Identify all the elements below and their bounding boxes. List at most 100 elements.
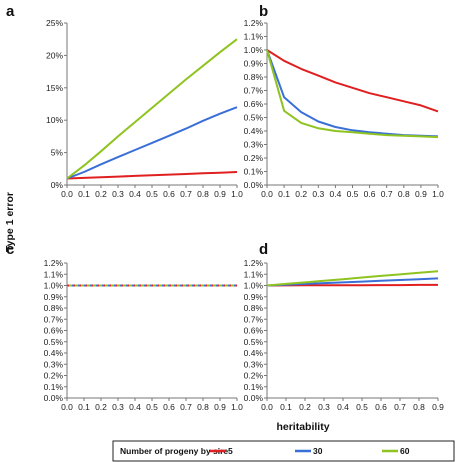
- x-tick-label: 0.2: [95, 402, 107, 412]
- x-tick-label: 0.4: [329, 189, 341, 199]
- x-tick-label: 0.5: [146, 189, 158, 199]
- legend-label-1: 5: [228, 446, 233, 456]
- y-tick-label: 0.0%: [44, 393, 64, 403]
- panel-c: c0.0%0.1%0.2%0.3%0.4%0.5%0.6%0.7%0.8%0.9…: [6, 241, 243, 412]
- x-tick-label: 0.9: [415, 189, 427, 199]
- x-tick-label: 0.3: [318, 402, 330, 412]
- y-tick-label: 0.1%: [244, 382, 264, 392]
- y-tick-label: 1.1%: [244, 269, 264, 279]
- series-line-1: [266, 49, 439, 113]
- y-tick-label: 10%: [46, 115, 63, 125]
- x-tick-label: 1.0: [432, 189, 444, 199]
- y-tick-label: 1.0%: [244, 281, 264, 291]
- x-tick-label: 0.2: [295, 189, 307, 199]
- y-tick-label: 0.6%: [244, 326, 264, 336]
- x-tick-label: 0.0: [261, 189, 273, 199]
- panel-letter: b: [259, 3, 268, 20]
- x-tick-label: 0.4: [337, 402, 349, 412]
- y-tick-label: 0.0%: [244, 180, 264, 190]
- y-tick-label: 0.4%: [244, 126, 264, 136]
- x-tick-label: 0.6: [163, 189, 175, 199]
- x-tick-label: 0.0: [61, 402, 73, 412]
- y-tick-label: 1.2%: [244, 258, 264, 268]
- x-tick-label: 1.0: [231, 402, 243, 412]
- x-tick-label: 0.2: [95, 189, 107, 199]
- x-tick-label: 0.6: [163, 402, 175, 412]
- x-tick-label: 0.5: [146, 402, 158, 412]
- x-tick-label: 0.0: [261, 402, 273, 412]
- y-tick-label: 0.1%: [44, 382, 64, 392]
- legend-label-2: 30: [313, 446, 323, 456]
- y-tick-label: 25%: [46, 18, 63, 28]
- x-tick-label: 0.4: [129, 189, 141, 199]
- x-tick-label: 0.1: [78, 189, 90, 199]
- legend-box: [112, 440, 455, 462]
- y-tick-label: 5%: [51, 148, 64, 158]
- legend-label-3: 60: [400, 446, 410, 456]
- x-tick-label: 0.1: [78, 402, 90, 412]
- x-tick-label: 1.0: [231, 189, 243, 199]
- y-tick-label: 1.2%: [244, 18, 264, 28]
- series-line-2: [266, 277, 439, 287]
- y-tick-label: 0.7%: [244, 314, 264, 324]
- y-tick-label: 0.2%: [244, 371, 264, 381]
- y-tick-label: 0.5%: [244, 337, 264, 347]
- x-tick-label: 0.3: [312, 189, 324, 199]
- y-tick-label: 20%: [46, 50, 63, 60]
- x-tick-label: 0.7: [180, 402, 192, 412]
- x-axis-title: heritability: [276, 421, 329, 433]
- panel-letter: d: [259, 241, 268, 258]
- y-tick-label: 0.8%: [244, 303, 264, 313]
- x-tick-label: 0.5: [347, 189, 359, 199]
- y-tick-label: 0.7%: [44, 314, 64, 324]
- x-tick-label: 0.7: [180, 189, 192, 199]
- y-tick-label: 0.9%: [244, 59, 264, 69]
- legend-title: Number of progeny by sire: [120, 446, 228, 456]
- y-tick-label: 0.4%: [44, 348, 64, 358]
- y-tick-label: 0.2%: [44, 371, 64, 381]
- x-tick-label: 0.9: [432, 402, 444, 412]
- y-tick-label: 0.5%: [44, 337, 64, 347]
- panel-a: a 0% 5% 10% 15% 20% 25% 0.0 0.1 0.2 0.3 0.4 0.5 0.6 0.…: [6, 3, 243, 199]
- y-tick-label: 0.9%: [44, 292, 64, 302]
- series-line-2: [266, 49, 439, 138]
- y-tick-label: 0.6%: [244, 99, 264, 109]
- y-tick-label: 1.1%: [244, 32, 264, 42]
- x-tick-label: 0.4: [129, 402, 141, 412]
- panel-letter: a: [6, 3, 15, 20]
- y-tick-label: 0%: [51, 180, 64, 190]
- y-axis-title: Type 1 error: [4, 192, 16, 252]
- x-tick-label: 0.6: [375, 402, 387, 412]
- series-line-3: [266, 270, 439, 287]
- y-tick-label: 0.9%: [244, 292, 264, 302]
- y-tick-label: 0.1%: [244, 167, 264, 177]
- y-tick-label: 0.3%: [44, 359, 64, 369]
- y-tick-label: 1.0%: [244, 45, 264, 55]
- x-tick-label: 0.3: [112, 189, 124, 199]
- x-tick-label: 0.5: [356, 402, 368, 412]
- y-tick-label: 0.6%: [44, 326, 64, 336]
- legend: Number of progeny by sire 5 30 60: [112, 440, 455, 462]
- y-tick-label: 1.2%: [44, 258, 64, 268]
- series-line-3: [266, 49, 439, 139]
- y-tick-label: 0.3%: [244, 359, 264, 369]
- y-tick-label: 0.3%: [244, 140, 264, 150]
- y-tick-label: 15%: [46, 83, 63, 93]
- x-tick-label: 0.9: [214, 189, 226, 199]
- y-tick-label: 0.8%: [44, 303, 64, 313]
- y-tick-label: 0.0%: [244, 393, 264, 403]
- y-tick-label: 1.1%: [44, 269, 64, 279]
- y-tick-label: 0.5%: [244, 113, 264, 123]
- x-tick-label: 0.8: [413, 402, 425, 412]
- panel-b: b 0.0% 0.1% 0.2% 0.3% 0.4% 0.5% 0.6% 0.7% 0.8% 0.9…: [244, 3, 445, 199]
- y-tick-label: 0.8%: [244, 72, 264, 82]
- y-tick-label: 1.0%: [44, 281, 64, 291]
- y-tick-label: 0.4%: [244, 348, 264, 358]
- x-tick-label: 0.0: [61, 189, 73, 199]
- x-tick-label: 0.6: [364, 189, 376, 199]
- series-line-1: [266, 283, 438, 287]
- x-tick-label: 0.8: [197, 402, 209, 412]
- x-tick-label: 0.9: [214, 402, 226, 412]
- series-line-1: [66, 171, 238, 180]
